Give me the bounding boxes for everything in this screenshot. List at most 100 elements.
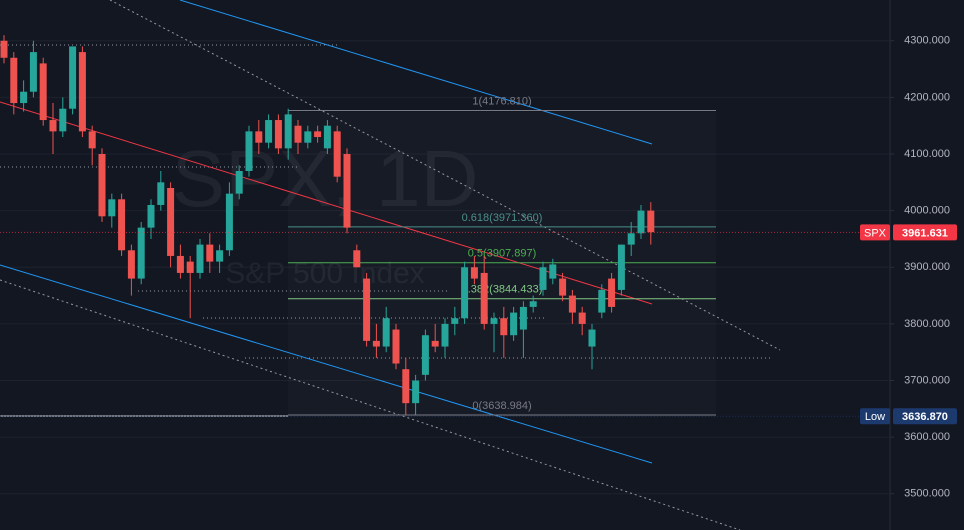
candle-body [176, 255, 184, 273]
candle-body [412, 380, 420, 404]
candle-body [549, 264, 557, 279]
channel-line [0, 279, 741, 530]
candle-body [588, 329, 596, 347]
candle-body [49, 120, 57, 132]
candle-body [59, 108, 67, 132]
candle-body [127, 250, 135, 279]
candle-body [69, 46, 77, 109]
candle-body [343, 154, 351, 228]
candle-body [147, 204, 155, 228]
candle-body [480, 272, 488, 324]
y-tick-label: 3800.000 [904, 318, 950, 330]
candle-body [451, 318, 459, 324]
price-value: 3636.870 [902, 411, 948, 423]
candle-body [284, 114, 292, 149]
candle-body [617, 244, 625, 290]
candle-body [372, 340, 380, 347]
price-axis [890, 0, 964, 530]
candle-body [627, 233, 635, 245]
candle-body [441, 323, 449, 347]
candle-body [647, 210, 655, 233]
candle-body [167, 187, 175, 256]
candle-body [137, 227, 145, 279]
candle-body [578, 312, 586, 324]
candle-body [10, 57, 18, 104]
candle-body [265, 120, 273, 143]
candle-body [118, 199, 126, 251]
y-tick-label: 3700.000 [904, 374, 950, 386]
fib-label: 0.618(3971.360) [462, 212, 543, 224]
candle-body [108, 199, 116, 217]
channel-line [0, 264, 653, 464]
y-tick-label: 4300.000 [904, 35, 950, 47]
candle-body [274, 120, 282, 149]
price-name: Low [865, 411, 885, 423]
price-value-box [893, 408, 957, 425]
candle-body [245, 131, 253, 172]
candle-body [529, 301, 537, 307]
candle-body [216, 250, 224, 262]
price-value-box [893, 224, 957, 241]
candle-body [20, 91, 28, 104]
candle-body [470, 267, 478, 279]
candle-body [333, 131, 341, 177]
price-name: SPX [864, 227, 887, 239]
candle-body [500, 318, 508, 336]
candle-body [431, 340, 439, 347]
candle-body [598, 289, 606, 313]
candle-body [255, 131, 263, 143]
fib-label: 0.5(3907.897) [468, 248, 537, 260]
candle-body [0, 40, 8, 58]
candle-body [608, 278, 616, 307]
candle-body [314, 131, 322, 138]
y-tick-label: 3600.000 [904, 431, 950, 443]
candle-body [490, 318, 498, 324]
y-tick-label: 3900.000 [904, 261, 950, 273]
channel-line [109, 0, 781, 351]
watermark: SPX, 1D [172, 134, 479, 223]
candle-body [235, 171, 243, 194]
candle-body [363, 278, 371, 341]
candle-body [186, 261, 194, 273]
fib-zone [288, 112, 716, 417]
candle-body [382, 318, 390, 347]
fib-levels: 1(4176.810) 0.618(3971.360) 0.5(3907.897) 0… [288, 95, 716, 416]
candle-body [39, 63, 47, 121]
candle-body [559, 278, 567, 296]
candles [0, 35, 655, 415]
price-value: 3961.631 [902, 227, 948, 239]
candle-body [206, 244, 214, 262]
channel-line [179, 0, 653, 145]
price-labels: SPX 3961.631 Low 3636.870 [0, 224, 957, 425]
candle-body [510, 312, 518, 336]
fib-label: 1(4176.810) [472, 95, 531, 107]
y-tick-label: 4100.000 [904, 148, 950, 160]
candle-body [225, 193, 233, 251]
candle-body [568, 295, 576, 313]
candle-body [461, 267, 469, 319]
candle-body [294, 125, 302, 143]
candle-body [196, 244, 204, 273]
candle-body [421, 335, 429, 375]
price-name-box [860, 408, 890, 425]
candle-body [519, 306, 527, 330]
candle-body [304, 131, 312, 143]
fib-label: 0(3638.984) [472, 400, 531, 412]
candle-body [539, 267, 547, 290]
candle-body [637, 210, 645, 234]
candle-body [323, 125, 331, 149]
price-name-box [860, 224, 890, 241]
fib-label: 0.382(3844.433) [462, 284, 543, 296]
candle-body [392, 329, 400, 364]
candle-body [29, 52, 37, 92]
candle-body [98, 154, 106, 217]
candle-body [88, 131, 96, 149]
candle-body [353, 250, 361, 268]
y-tick-label: 4000.000 [904, 205, 950, 217]
y-tick-label: 4200.000 [904, 91, 950, 103]
candle-body [78, 52, 86, 132]
candle-body [157, 182, 165, 205]
candle-body [402, 369, 410, 404]
